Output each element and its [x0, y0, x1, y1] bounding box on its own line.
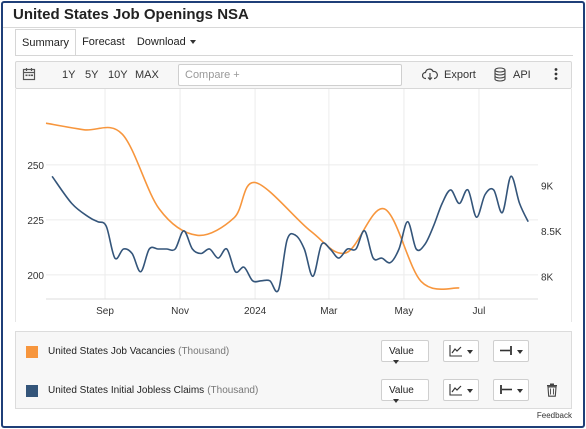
y-right-tick-label: 8.5K — [541, 227, 562, 238]
chart-type-select[interactable] — [443, 379, 479, 401]
tabs-divider — [15, 55, 573, 56]
export-button[interactable]: Export — [444, 69, 476, 81]
database-icon — [494, 67, 506, 85]
series-lines — [45, 122, 529, 293]
x-axis: Sep Nov 2024 Mar May Jul — [96, 306, 485, 317]
legend-row-vacancies: United States Job Vacancies (Thousand) Va… — [16, 332, 571, 371]
y-left-tick-label: 200 — [27, 271, 44, 282]
value-select[interactable]: Value — [381, 340, 429, 365]
chevron-down-icon — [189, 40, 196, 45]
legend-series-label: United States Job Vacancies (Thousand) — [48, 346, 229, 357]
y-axis-left: 200 225 250 — [27, 161, 44, 282]
y-right-tick-label: 8K — [541, 272, 554, 283]
cloud-download-icon — [421, 68, 438, 84]
x-tick-label: Mar — [320, 306, 338, 317]
tab-bar: Summary Forecast Download — [15, 29, 202, 56]
chevron-down-icon — [467, 389, 473, 393]
series-color-swatch[interactable] — [26, 385, 38, 397]
y-axis-right: 8K 8.5K 9K — [541, 181, 562, 283]
legend-series-unit: (Thousand) — [178, 346, 230, 357]
y-left-tick-label: 225 — [27, 216, 44, 227]
legend-series-name: United States Job Vacancies — [48, 346, 176, 357]
series-line-jobless-claims — [51, 175, 529, 293]
chart-area: Sep Nov 2024 Mar May Jul 200 225 250 8K 8.5K 9K — [15, 89, 572, 322]
value-select-label: Value — [389, 346, 414, 357]
axis-right-icon — [500, 346, 512, 355]
chevron-down-icon — [517, 389, 523, 393]
axis-left-icon — [500, 385, 512, 394]
chevron-down-icon — [393, 360, 399, 365]
grid-lines — [46, 89, 538, 300]
tab-forecast[interactable]: Forecast — [82, 36, 125, 48]
y-right-tick-label: 9K — [541, 181, 554, 192]
x-tick-label: 2024 — [244, 306, 267, 317]
range-max-button[interactable]: MAX — [135, 69, 159, 81]
trash-icon[interactable] — [546, 383, 558, 397]
tab-summary[interactable]: Summary — [15, 29, 77, 56]
chart-type-select[interactable] — [443, 340, 479, 362]
range-1y-button[interactable]: 1Y — [62, 69, 76, 81]
line-chart: Sep Nov 2024 Mar May Jul 200 225 250 8K 8.5K 9K — [27, 89, 562, 317]
value-select-label: Value — [389, 385, 414, 396]
title-divider — [3, 27, 583, 28]
series-line-job-vacancies — [45, 122, 460, 291]
chart-toolbar: 1Y 5Y 10Y MAX Compare + Export API — [15, 61, 572, 89]
api-button[interactable]: API — [513, 69, 531, 81]
legend-series-name: United States Initial Jobless Claims — [48, 385, 205, 396]
range-5y-button[interactable]: 5Y — [85, 69, 99, 81]
value-select[interactable]: Value — [381, 379, 429, 404]
chevron-down-icon — [393, 399, 399, 404]
x-tick-label: Jul — [473, 306, 486, 317]
page-title: United States Job Openings NSA — [13, 6, 249, 23]
series-color-swatch[interactable] — [26, 346, 38, 358]
y-left-tick-label: 250 — [27, 161, 44, 172]
compare-input[interactable]: Compare + — [178, 64, 402, 86]
tab-download-label: Download — [136, 36, 186, 48]
x-tick-label: Sep — [96, 306, 114, 317]
calendar-icon[interactable] — [22, 67, 36, 84]
range-10y-button[interactable]: 10Y — [108, 69, 128, 81]
tab-download[interactable]: Download — [131, 29, 202, 56]
chevron-down-icon — [517, 350, 523, 354]
chevron-down-icon — [467, 350, 473, 354]
axis-side-select[interactable] — [493, 379, 529, 401]
feedback-link[interactable]: Feedback — [536, 411, 572, 420]
legend-row-claims: United States Initial Jobless Claims (Tho… — [16, 371, 571, 410]
axis-side-select[interactable] — [493, 340, 529, 362]
legend-series-unit: (Thousand) — [207, 385, 259, 396]
legend-panel: United States Job Vacancies (Thousand) Va… — [15, 331, 572, 409]
x-tick-label: Nov — [171, 306, 189, 317]
x-tick-label: May — [394, 306, 413, 317]
legend-series-label: United States Initial Jobless Claims (Tho… — [48, 385, 258, 396]
line-chart-icon — [449, 345, 462, 357]
line-chart-icon — [449, 384, 462, 396]
more-vertical-icon[interactable] — [554, 67, 558, 84]
